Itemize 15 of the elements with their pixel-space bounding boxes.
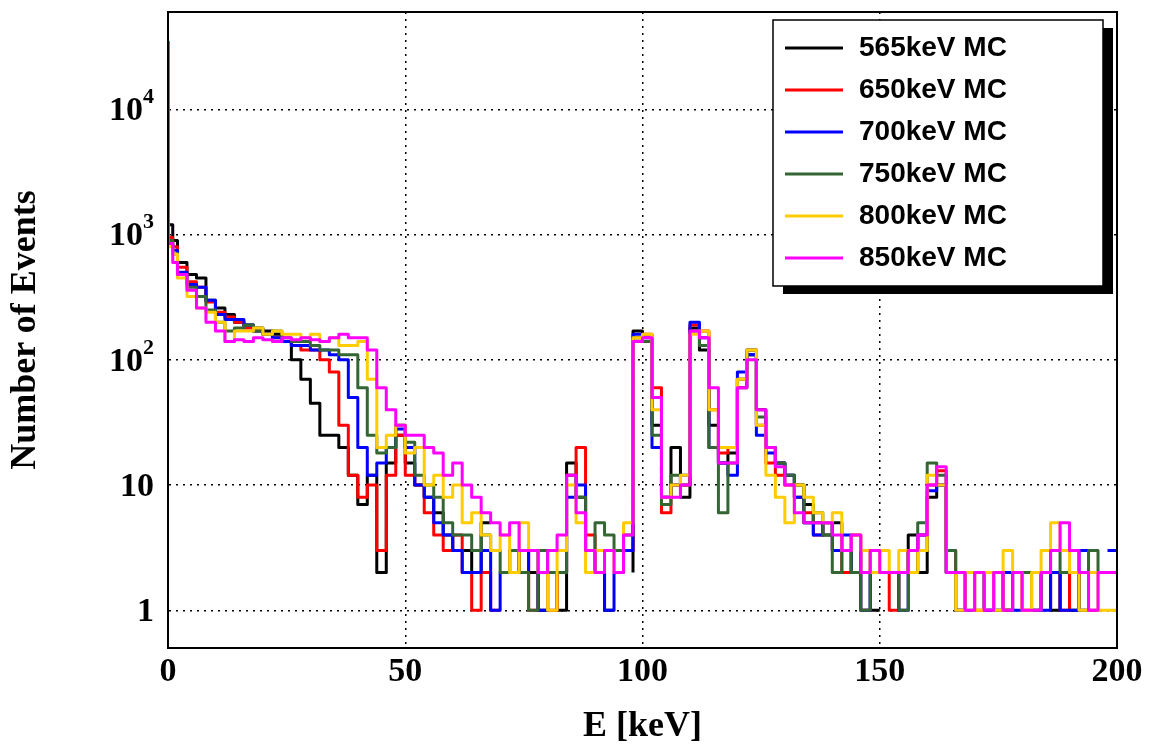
legend-label: 800keV MC: [859, 198, 1007, 230]
x-tick-label: 150: [854, 651, 906, 689]
legend-label: 750keV MC: [859, 156, 1007, 188]
x-axis-title: E [keV]: [583, 703, 702, 744]
x-tick-label: 50: [388, 651, 423, 689]
legend-label: 850keV MC: [859, 240, 1007, 272]
x-tick-label: 0: [159, 651, 177, 689]
x-tick-label: 100: [617, 651, 668, 689]
y-axis-title: Number of Events: [2, 190, 43, 470]
x-tick-label: 200: [1091, 651, 1143, 689]
legend-label: 565keV MC: [859, 30, 1007, 62]
y-tick-label: 10: [120, 465, 154, 503]
legend-label: 650keV MC: [859, 72, 1007, 104]
legend-label: 700keV MC: [859, 114, 1007, 146]
y-tick-label: 1: [137, 591, 154, 629]
